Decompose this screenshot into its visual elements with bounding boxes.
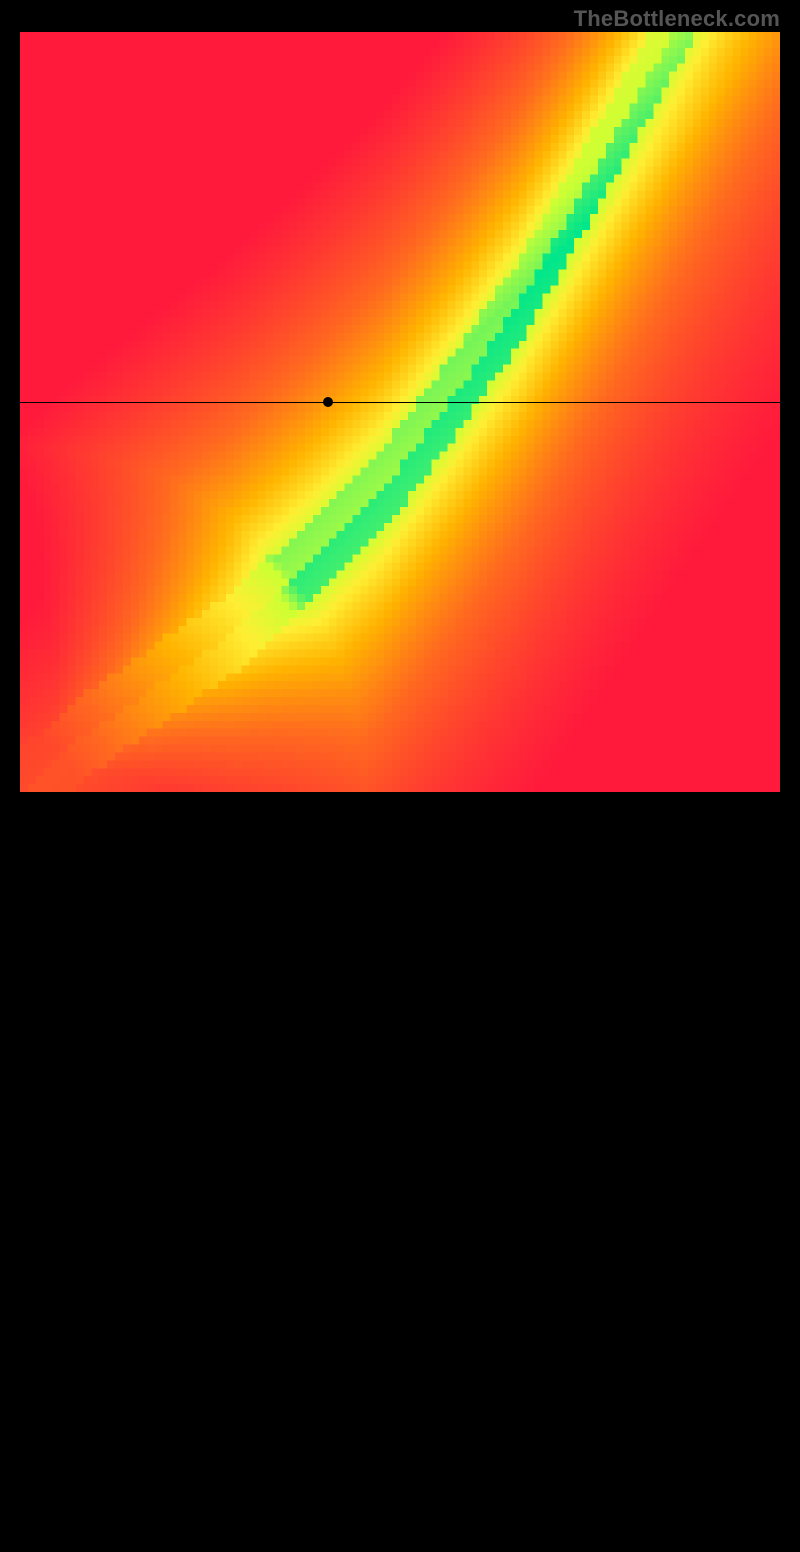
plot-frame [20, 32, 780, 792]
watermark-text: TheBottleneck.com [574, 6, 780, 32]
crosshair-horizontal [20, 402, 780, 403]
crosshair-marker [323, 397, 333, 407]
chart-container: TheBottleneck.com [0, 0, 800, 800]
heatmap-canvas [20, 32, 780, 792]
crosshair-vertical [328, 792, 329, 1552]
